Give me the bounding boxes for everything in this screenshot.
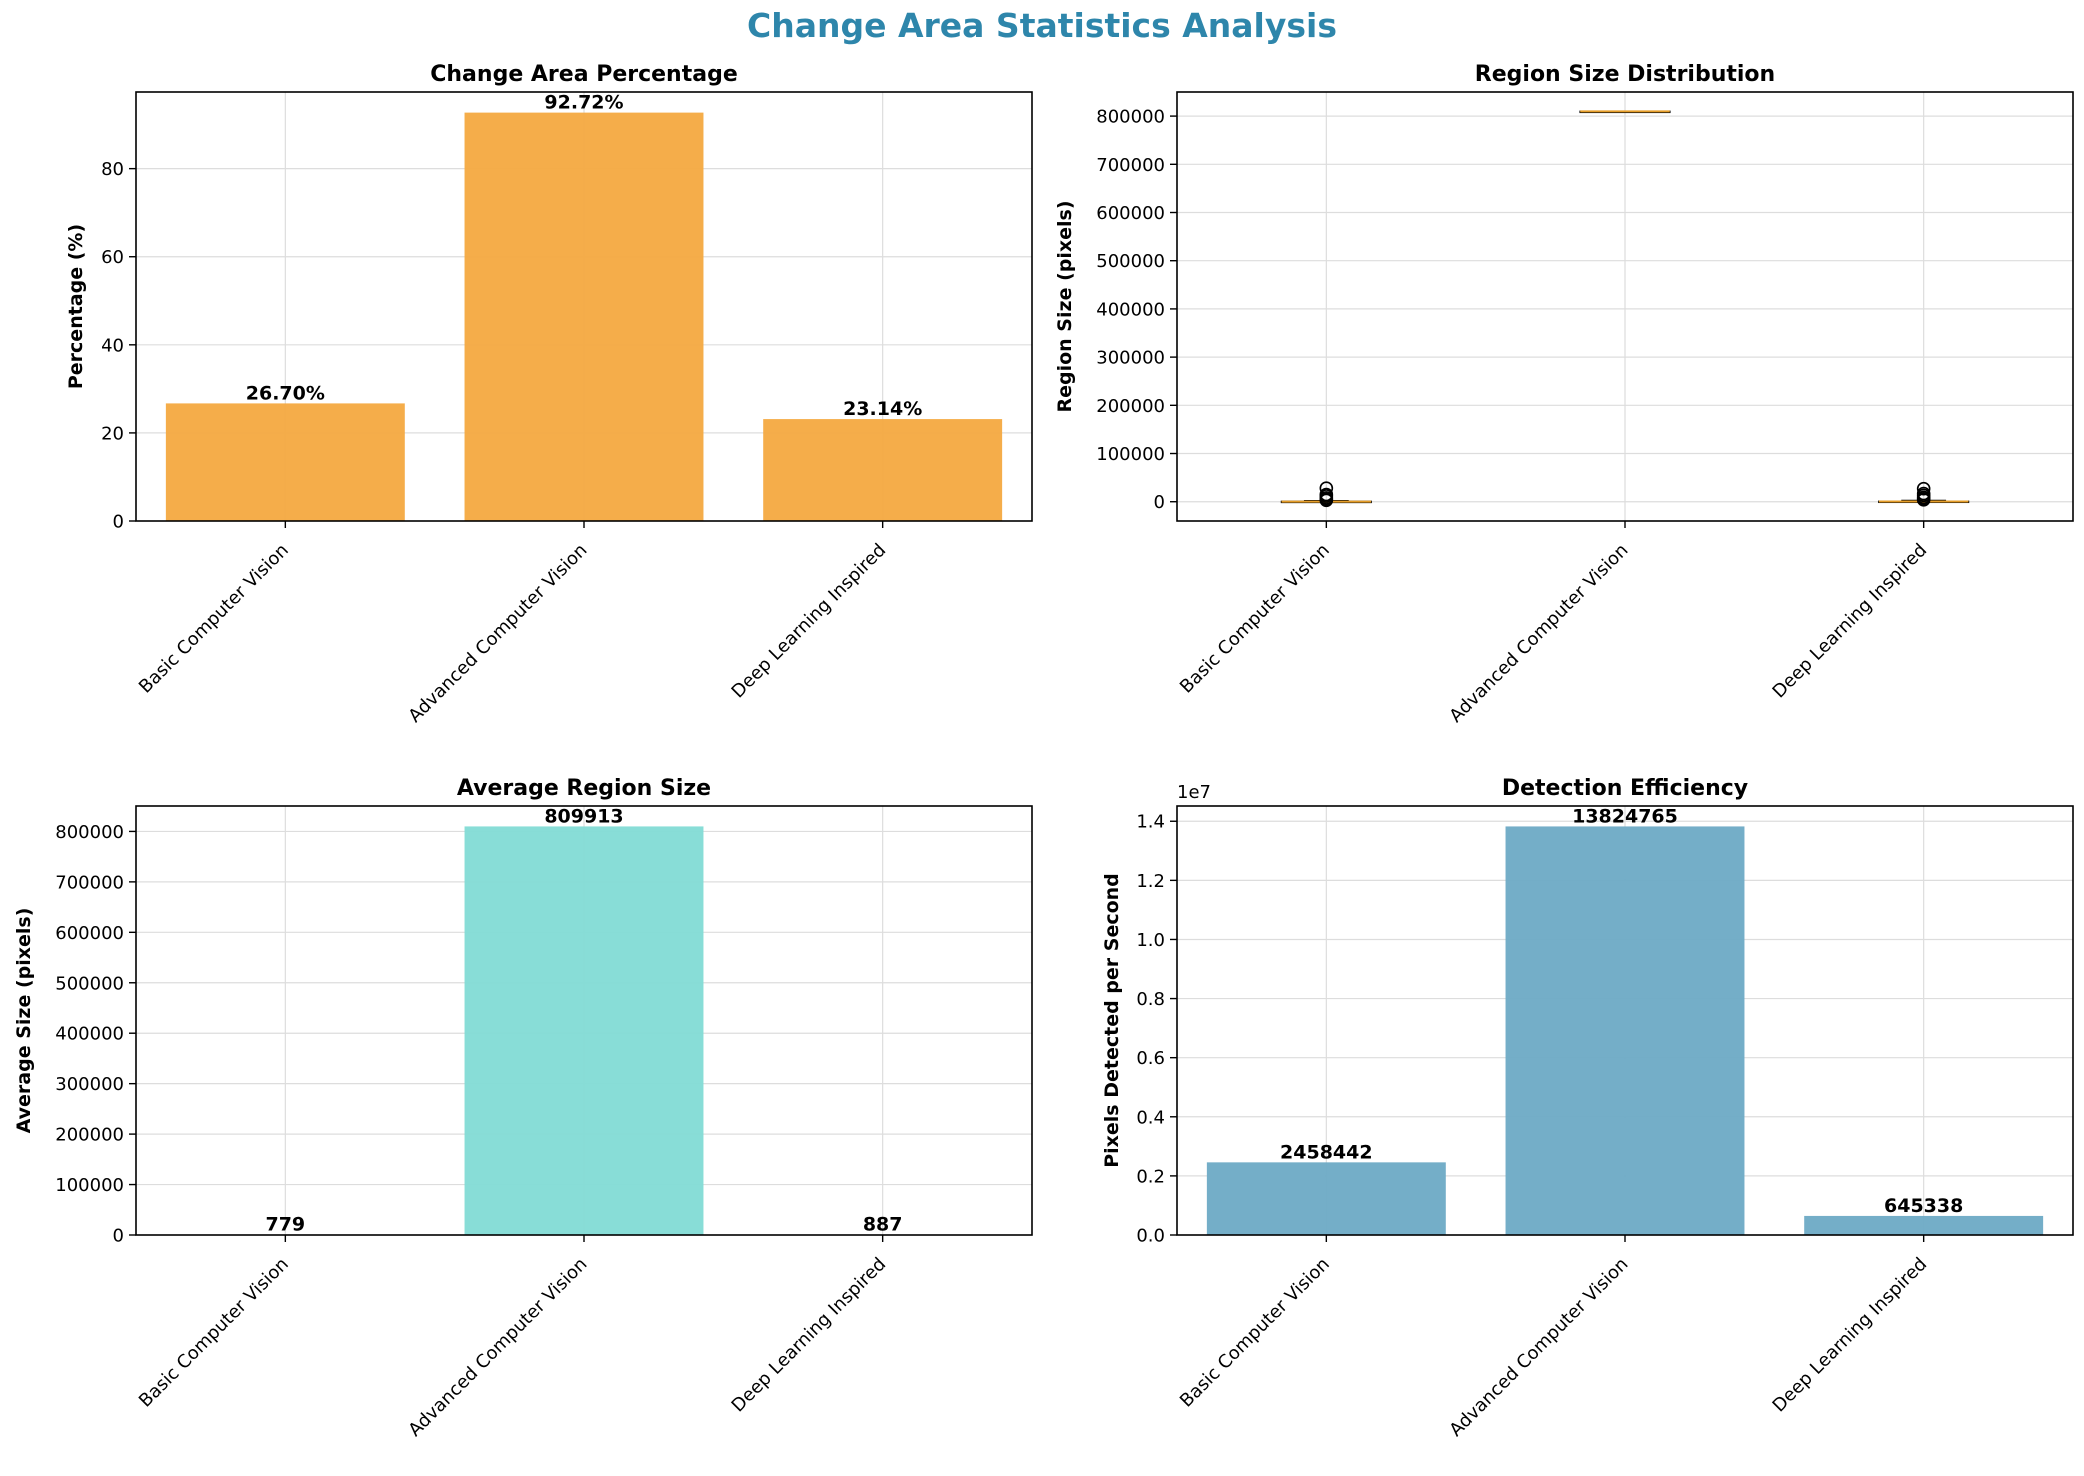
y-tick-label: 400000 xyxy=(55,1024,124,1045)
outlier-point xyxy=(1319,487,1334,502)
bar-value-label: 13824765 xyxy=(1572,805,1678,827)
y-axis-label: Pixels Detected per Second xyxy=(1101,873,1123,1168)
chart-panel-4: 2458442 13824765 645338 0.0 0.2 0.4 0.6 0.8 1.0 1… xyxy=(1101,776,2074,1441)
y-tick-label: 0 xyxy=(113,512,124,533)
x-tick-label: Basic Computer Vision xyxy=(135,1254,293,1412)
y-tick-label: 200000 xyxy=(1096,396,1165,417)
figure-title: Change Area Statistics Analysis xyxy=(747,6,1337,45)
y-tick-label: 100000 xyxy=(55,1175,124,1196)
y-tick-label: 500000 xyxy=(55,973,124,994)
chart-title: Region Size Distribution xyxy=(1475,62,1775,87)
chart-panel-2: 0 100000 200000 300000 400000 500000 600000 700… xyxy=(1054,62,2074,727)
y-tick-label: 800000 xyxy=(1096,107,1165,128)
y-tick-label: 500000 xyxy=(1096,251,1165,272)
bar-1 xyxy=(165,403,405,521)
box-2 xyxy=(1579,110,1671,114)
bar-value-label: 779 xyxy=(265,1214,305,1236)
y-tick-label: 600000 xyxy=(1096,203,1165,224)
bar-3 xyxy=(763,419,1003,521)
y-tick-label: 700000 xyxy=(55,872,124,893)
bar-2 xyxy=(464,112,704,521)
bar-value-label: 23.14% xyxy=(843,398,922,420)
x-tick-label: Deep Learning Inspired xyxy=(728,540,891,703)
y-tick-label: 0.6 xyxy=(1136,1048,1165,1069)
bar-value-label: 809913 xyxy=(544,805,623,827)
x-tick-label: Basic Computer Vision xyxy=(1176,1254,1334,1412)
y-axis-label: Percentage (%) xyxy=(65,224,87,389)
y-tick-label: 600000 xyxy=(55,923,124,944)
y-tick-label: 300000 xyxy=(1096,348,1165,369)
outlier-point xyxy=(1916,481,1931,496)
y-tick-label: 0 xyxy=(113,1226,124,1247)
y-tick-label: 40 xyxy=(101,335,124,356)
x-tick-label: Deep Learning Inspired xyxy=(1769,1254,1932,1417)
y-tick-label: 80 xyxy=(101,159,124,180)
chart-title: Average Region Size xyxy=(457,776,711,801)
chart-panel-1: 26.70% 92.72% 23.14% 0 20 40 60 80 Basic Compute… xyxy=(65,62,1033,727)
y-tick-label: 400000 xyxy=(1096,299,1165,320)
bar-1 xyxy=(1206,1162,1446,1235)
y-axis-label: Average Size (pixels) xyxy=(13,908,35,1134)
bar-value-label: 92.72% xyxy=(544,92,623,114)
x-tick-label: Advanced Computer Vision xyxy=(1445,540,1632,727)
bar-2 xyxy=(464,826,704,1235)
y-tick-label: 0 xyxy=(1154,492,1165,513)
y-tick-label: 1.4 xyxy=(1136,812,1165,833)
y-tick-label: 1.0 xyxy=(1136,930,1165,951)
bar-value-label: 2458442 xyxy=(1280,1141,1373,1163)
chart-title: Change Area Percentage xyxy=(430,62,738,87)
y-axis-label: Region Size (pixels) xyxy=(1054,200,1076,412)
y-tick-label: 0.4 xyxy=(1136,1107,1165,1128)
y-tick-label: 100000 xyxy=(1096,444,1165,465)
outlier-point xyxy=(1916,486,1931,501)
y-tick-label: 700000 xyxy=(1096,155,1165,176)
y-tick-label: 60 xyxy=(101,247,124,268)
bar-value-label: 887 xyxy=(863,1214,903,1236)
y-tick-label: 0.8 xyxy=(1136,989,1165,1010)
outlier-point xyxy=(1319,481,1334,496)
x-tick-label: Deep Learning Inspired xyxy=(1769,540,1932,703)
x-tick-label: Advanced Computer Vision xyxy=(1445,1254,1632,1441)
y-tick-label: 1.2 xyxy=(1136,871,1165,892)
bar-value-label: 645338 xyxy=(1884,1195,1963,1217)
chart-panel-3: 779 809913 887 0 100000 200000 300000 400000 500… xyxy=(13,776,1033,1441)
x-tick-label: Advanced Computer Vision xyxy=(404,1254,591,1441)
y-tick-label: 200000 xyxy=(55,1125,124,1146)
chart-title: Detection Efficiency xyxy=(1502,776,1748,801)
y-tick-label: 800000 xyxy=(55,822,124,843)
x-tick-label: Deep Learning Inspired xyxy=(728,1254,891,1417)
bar-value-label: 26.70% xyxy=(246,382,325,404)
bar-3 xyxy=(1804,1215,2044,1235)
bar-2 xyxy=(1505,826,1745,1235)
y-tick-label: 300000 xyxy=(55,1074,124,1095)
box-1 xyxy=(1280,481,1372,508)
x-tick-label: Advanced Computer Vision xyxy=(404,540,591,727)
x-tick-label: Basic Computer Vision xyxy=(1176,540,1334,698)
y-tick-label: 0.2 xyxy=(1136,1166,1165,1187)
box-3 xyxy=(1878,481,1970,507)
x-tick-label: Basic Computer Vision xyxy=(135,540,293,698)
y-tick-label: 20 xyxy=(101,423,124,444)
y-tick-label: 0.0 xyxy=(1136,1226,1165,1247)
axis-offset-label: 1e7 xyxy=(1177,782,1211,803)
